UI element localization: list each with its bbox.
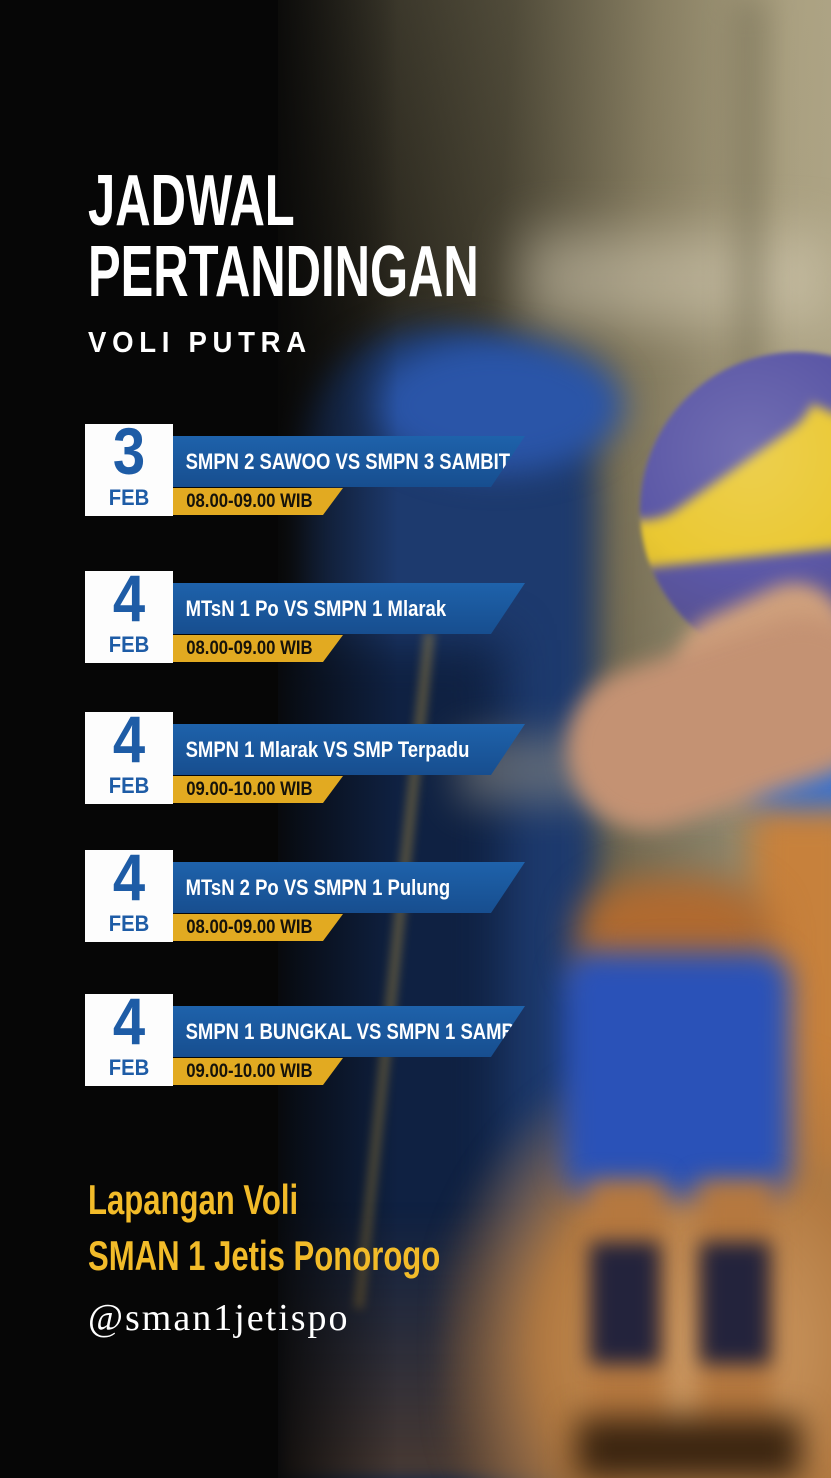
match-banner: MTsN 1 Po VS SMPN 1 Mlarak (173, 583, 525, 634)
subtitle: VOLI PUTRA (88, 327, 312, 359)
time-banner: 08.00-09.00 WIB (173, 488, 343, 515)
match-label: SMPN 1 Mlarak VS SMP Terpadu (185, 736, 470, 762)
time-banner: 08.00-09.00 WIB (173, 635, 343, 662)
match-label: SMPN 2 SAWOO VS SMPN 3 SAMBIT (185, 448, 511, 474)
date-month: FEB (108, 1055, 150, 1080)
time-label: 09.00-10.00 WIB (186, 1060, 313, 1082)
background-player-left-kneepad (590, 1242, 660, 1364)
background-player-shorts (563, 952, 791, 1197)
venue-line1: Lapangan Voli (88, 1176, 299, 1223)
social-handle: @sman1jetispo (88, 1297, 350, 1339)
date-box: 4 FEB (85, 988, 173, 1086)
photo-light-band (521, 232, 831, 327)
date-day: 4 (112, 984, 146, 1058)
time-label: 08.00-09.00 WIB (186, 637, 313, 659)
match-banner: SMPN 1 BUNGKAL VS SMPN 1 SAMBIT (173, 1006, 525, 1057)
venue-text: Lapangan Voli SMAN 1 Jetis Ponorogo (88, 1172, 440, 1284)
date-month: FEB (108, 911, 150, 936)
match-banner: MTsN 2 Po VS SMPN 1 Pulung (173, 862, 525, 913)
background-player-shadow (576, 1418, 801, 1478)
page-title: JADWAL PERTANDINGAN (88, 161, 479, 312)
venue-line2: SMAN 1 Jetis Ponorogo (88, 1232, 441, 1279)
time-label: 08.00-09.00 WIB (186, 916, 313, 938)
time-label: 09.00-10.00 WIB (186, 778, 313, 800)
date-day: 4 (112, 840, 146, 914)
time-banner: 08.00-09.00 WIB (173, 914, 343, 941)
date-box: 4 FEB (85, 706, 173, 804)
schedule-row: 3 FEB SMPN 2 SAWOO VS SMPN 3 SAMBIT 08.0… (85, 418, 565, 520)
date-box: 3 FEB (85, 418, 173, 516)
date-box: 4 FEB (85, 565, 173, 663)
date-box: 4 FEB (85, 844, 173, 942)
match-label: MTsN 1 Po VS SMPN 1 Mlarak (185, 595, 447, 621)
date-day: 3 (112, 414, 146, 488)
date-month: FEB (108, 773, 150, 798)
time-banner: 09.00-10.00 WIB (173, 776, 343, 803)
title-line2: PERTANDINGAN (88, 232, 479, 312)
match-banner: SMPN 1 Mlarak VS SMP Terpadu (173, 724, 525, 775)
title-line1: JADWAL (88, 161, 295, 241)
schedule-row: 4 FEB SMPN 1 Mlarak VS SMP Terpadu 09.00… (85, 706, 565, 808)
schedule-row: 4 FEB MTsN 1 Po VS SMPN 1 Mlarak 08.00-0… (85, 565, 565, 667)
schedule-row: 4 FEB SMPN 1 BUNGKAL VS SMPN 1 SAMBIT 09… (85, 988, 565, 1090)
schedule-row: 4 FEB MTsN 2 Po VS SMPN 1 Pulung 08.00-0… (85, 844, 565, 946)
background-player-right-kneepad (700, 1242, 770, 1364)
match-banner: SMPN 2 SAWOO VS SMPN 3 SAMBIT (173, 436, 525, 487)
date-month: FEB (108, 485, 150, 510)
match-label: SMPN 1 BUNGKAL VS SMPN 1 SAMBIT (185, 1018, 532, 1044)
time-label: 08.00-09.00 WIB (186, 490, 313, 512)
match-label: MTsN 2 Po VS SMPN 1 Pulung (185, 874, 451, 900)
date-day: 4 (112, 702, 146, 776)
date-day: 4 (112, 561, 146, 635)
date-month: FEB (108, 632, 150, 657)
background-photo (278, 0, 831, 1478)
time-banner: 09.00-10.00 WIB (173, 1058, 343, 1085)
